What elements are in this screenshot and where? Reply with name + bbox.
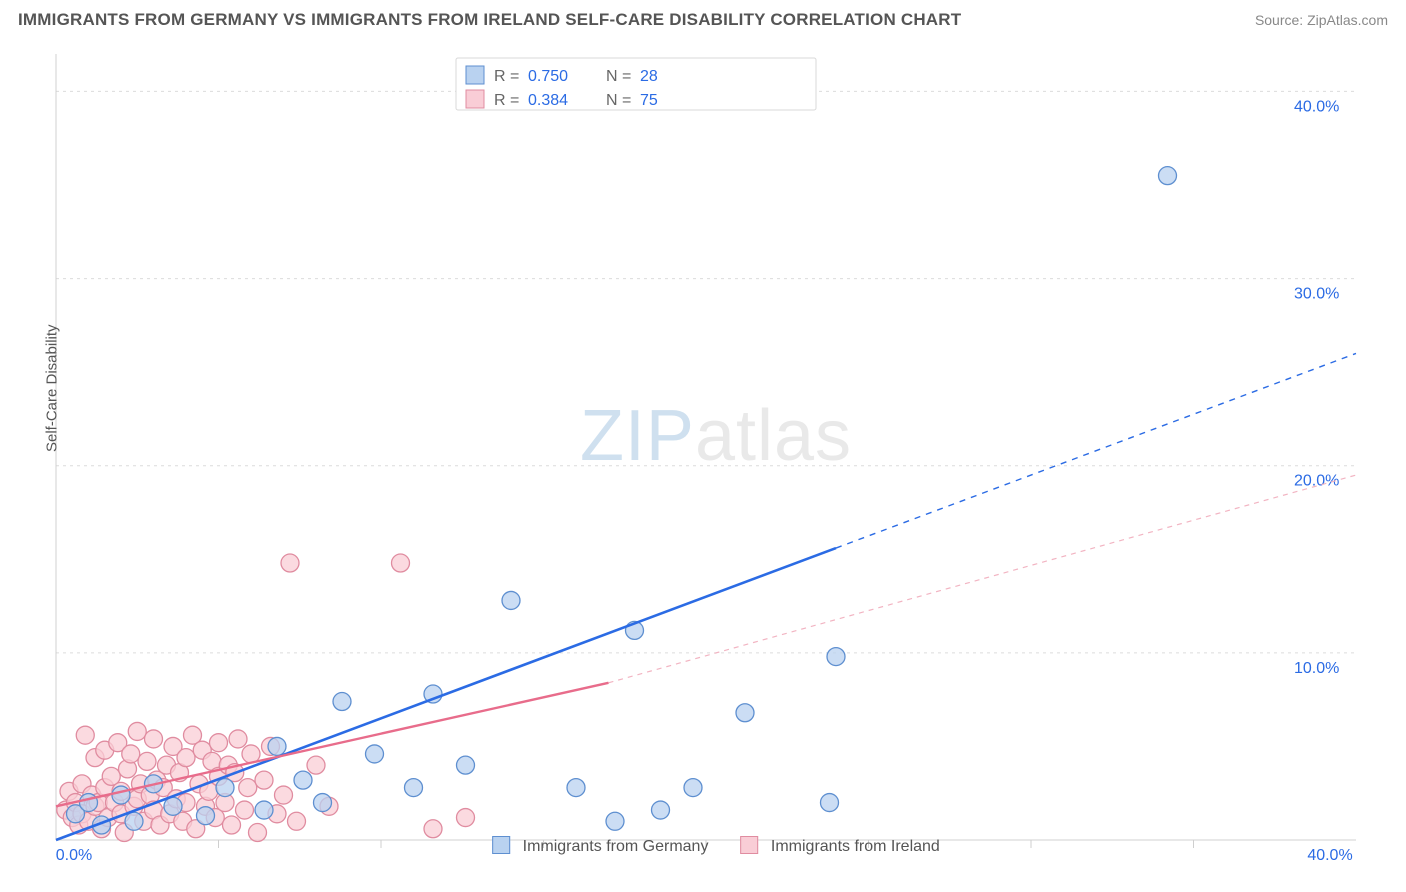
legend-swatch-ireland [740,836,758,854]
y-axis-label: Self-Care Disability [44,324,61,452]
y-tick-label: 40.0% [1294,98,1339,115]
legend-item-ireland: Immigrants from Ireland [740,836,939,856]
stats-legend-swatch-germany [466,66,484,84]
stats-legend-swatch-ireland [466,90,484,108]
x-tick-label: 40.0% [1307,847,1352,862]
chart-title: IMMIGRANTS FROM GERMANY VS IMMIGRANTS FR… [18,10,961,30]
y-tick-label: 30.0% [1294,286,1339,303]
legend-swatch-germany [492,836,510,854]
y-tick-label: 10.0% [1294,660,1339,677]
x-tick-label: 0.0% [56,847,92,862]
legend-item-germany: Immigrants from Germany [492,836,708,856]
legend-label-ireland: Immigrants from Ireland [771,838,940,855]
bottom-legend: Immigrants from Germany Immigrants from … [492,836,940,856]
scatter-chart: 10.0%20.0%30.0%40.0%0.0%40.0%R = 0.750N … [46,42,1386,862]
source-label: Source: ZipAtlas.com [1255,12,1388,28]
plot-area: Self-Care Disability ZIPatlas 10.0%20.0%… [46,42,1386,862]
header-bar: IMMIGRANTS FROM GERMANY VS IMMIGRANTS FR… [0,0,1406,36]
legend-label-germany: Immigrants from Germany [523,838,709,855]
